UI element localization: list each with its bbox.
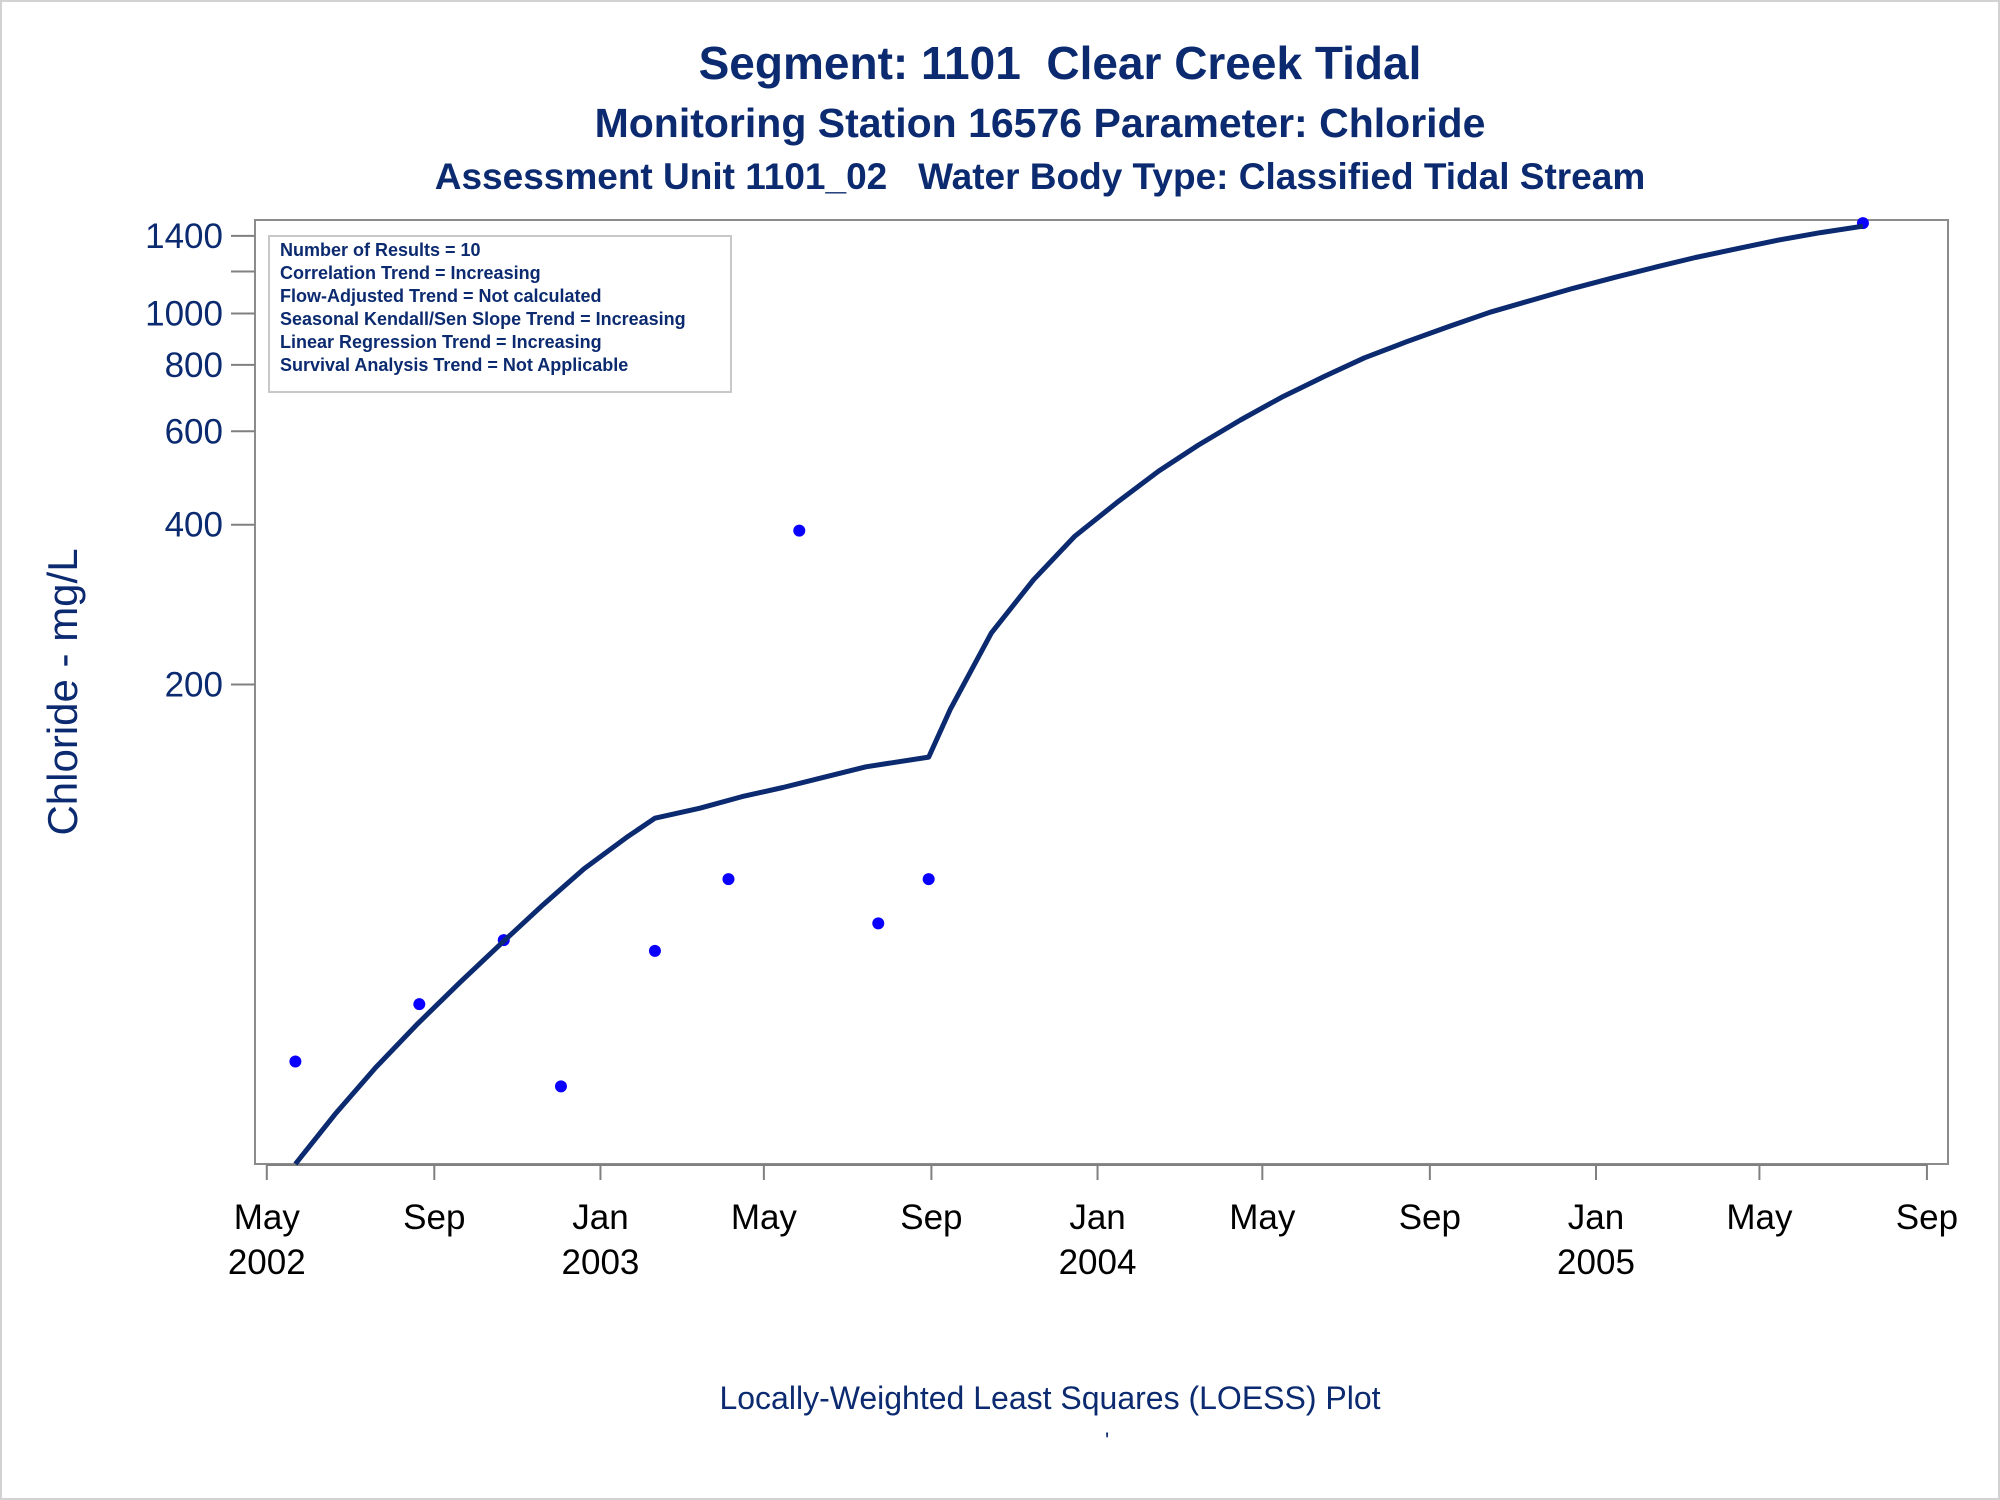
y-tick-label: 800 [165, 346, 223, 385]
trend-stat-line: Survival Analysis Trend = Not Applicable [280, 355, 628, 375]
data-point-4 [648, 944, 661, 957]
trend-stat-line: Linear Regression Trend = Increasing [280, 332, 602, 352]
trend-stat-line: Flow-Adjusted Trend = Not calculated [280, 286, 602, 306]
x-tick-label-month: May [234, 1198, 301, 1237]
trend-stat-line: Seasonal Kendall/Sen Slope Trend = Incre… [280, 309, 686, 329]
plot-footnote: Locally-Weighted Least Squares (LOESS) P… [719, 1380, 1381, 1416]
x-tick-label-month: Sep [1399, 1198, 1461, 1237]
series-layer [289, 217, 1869, 1166]
data-point-5 [722, 873, 735, 886]
x-tick-label-year: 2003 [562, 1243, 640, 1282]
trend-stat-line: Number of Results = 10 [280, 240, 481, 260]
x-tick-label-month: May [731, 1198, 798, 1237]
x-tick-label-year: 2005 [1557, 1243, 1635, 1282]
y-tick-label: 400 [165, 506, 223, 545]
data-point-7 [872, 917, 885, 930]
y-tick-label: 1400 [145, 217, 223, 256]
x-tick-label-month: Sep [403, 1198, 465, 1237]
data-point-0 [289, 1055, 302, 1068]
x-tick-label-year: 2004 [1059, 1243, 1137, 1282]
y-tick-label: 200 [165, 666, 223, 705]
x-tick-label-month: Jan [572, 1198, 628, 1237]
trend-stat-line: Correlation Trend = Increasing [280, 263, 541, 283]
x-tick-label-month: Sep [1896, 1198, 1958, 1237]
x-tick-label-month: Jan [1069, 1198, 1125, 1237]
trend-stats-border [268, 235, 732, 393]
data-point-3 [554, 1080, 567, 1093]
loess-curve [293, 223, 1864, 1166]
data-point-6 [793, 524, 806, 537]
y-axis-title: Chloride - mg/L [39, 548, 86, 835]
x-tick-label-year: 2002 [228, 1243, 306, 1282]
trend-stats-box: Number of Results = 10 Correlation Trend … [268, 235, 732, 393]
y-axis: 200 400 600 800 1000 1400 [145, 217, 255, 705]
x-tick-label-month: May [1726, 1198, 1793, 1237]
data-point-1 [413, 998, 426, 1011]
chart-title-station: Monitoring Station 16576 Parameter: Chlo… [594, 100, 1486, 146]
y-tick-label: 600 [165, 412, 223, 451]
chart-title-assessment-unit: Assessment Unit 1101_02 Water Body Type:… [434, 156, 1646, 197]
x-tick-label-month: Sep [900, 1198, 962, 1237]
x-axis: May 2002 Sep Jan 2003 May Sep Jan 2004 May Sep Jan 2… [228, 1164, 1958, 1282]
y-tick-label: 1000 [145, 294, 223, 333]
data-point-8 [922, 873, 935, 886]
x-tick-label-month: Jan [1568, 1198, 1624, 1237]
chart-title-segment: Segment: 1101 Clear Creek Tidal [698, 37, 1422, 89]
x-tick-label-month: May [1229, 1198, 1296, 1237]
footnote-mark: ' [1105, 1428, 1110, 1453]
